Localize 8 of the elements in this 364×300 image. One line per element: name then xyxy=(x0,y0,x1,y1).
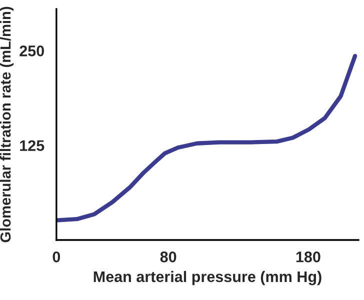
y-tick-label: 125 xyxy=(20,140,44,152)
line-series xyxy=(56,54,358,222)
x-tick-label: 80 xyxy=(160,252,176,262)
y-tick-label: 250 xyxy=(20,46,44,56)
y-axis-title: Glomerular filtration rate (mL/min) xyxy=(0,6,14,242)
x-tick-label: 0 xyxy=(52,252,60,262)
x-axis-title: Mean arterial pressure (mm Hg) xyxy=(94,270,322,286)
x-tick-label: 180 xyxy=(296,252,320,262)
